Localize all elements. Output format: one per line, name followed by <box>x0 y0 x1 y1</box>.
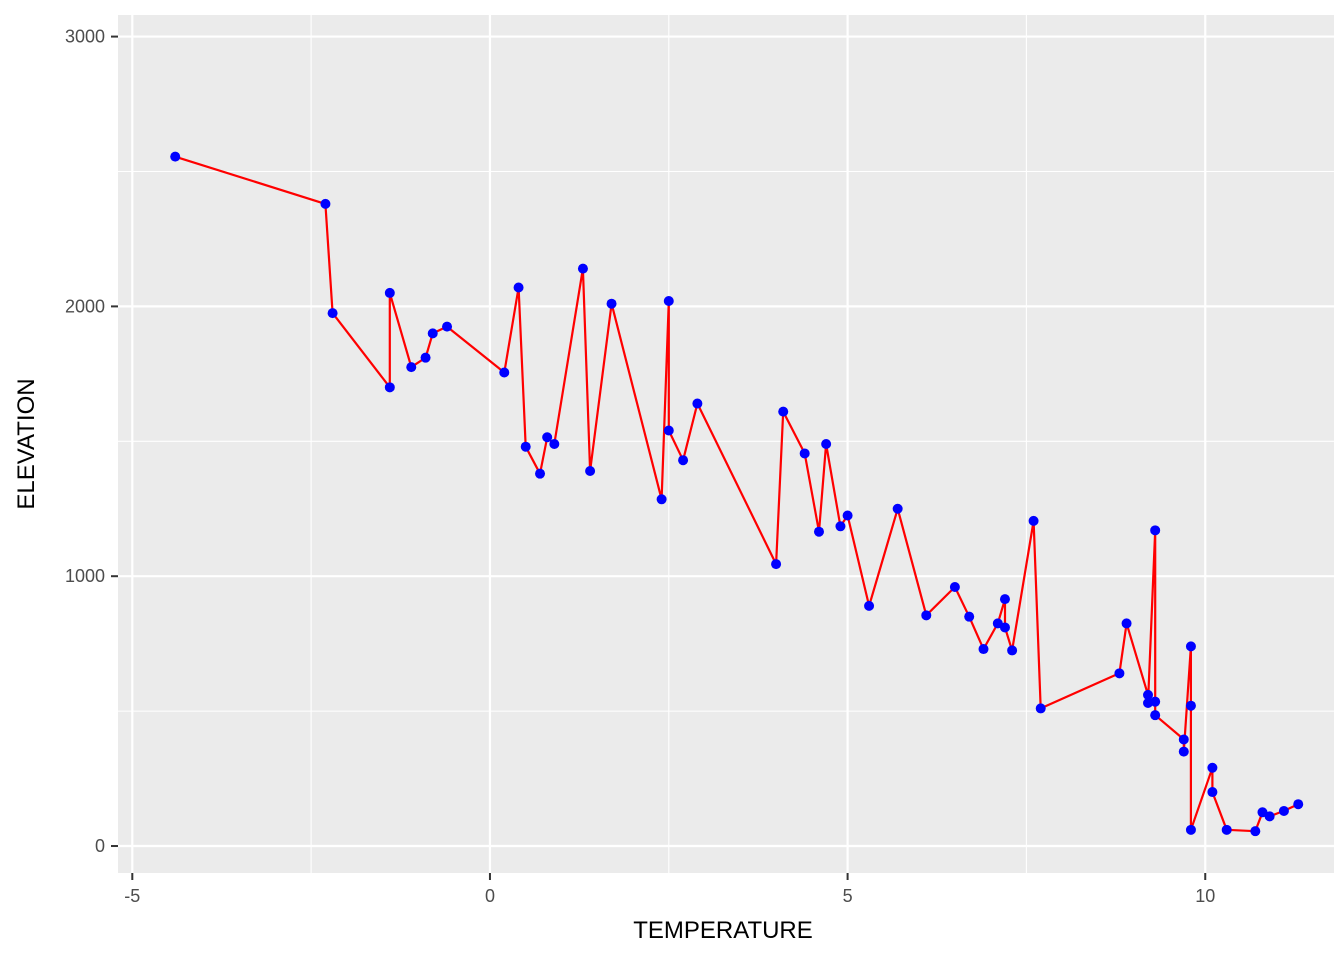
data-point <box>320 198 331 209</box>
data-point <box>656 494 667 505</box>
y-axis-title: ELEVATION <box>13 378 40 509</box>
grid-major <box>118 15 1334 873</box>
data-point <box>1028 515 1039 526</box>
data-point <box>964 611 975 622</box>
data-point <box>535 468 546 479</box>
data-point <box>864 600 875 611</box>
data-point <box>577 263 588 274</box>
series-line <box>174 155 1299 833</box>
data-point <box>949 582 960 592</box>
data-point <box>1150 710 1161 721</box>
data-point <box>821 439 832 449</box>
plot-panel <box>118 15 1334 873</box>
data-point <box>427 328 438 339</box>
data-point <box>1035 703 1046 714</box>
data-point <box>842 510 853 521</box>
data-point <box>406 362 417 373</box>
series-layer <box>170 151 1304 837</box>
data-point <box>1250 826 1261 837</box>
data-point <box>921 610 932 621</box>
data-point <box>442 321 453 332</box>
data-point <box>1121 618 1132 629</box>
data-point <box>692 398 703 409</box>
x-tick-label: 0 <box>485 886 495 906</box>
data-point <box>1143 689 1154 700</box>
data-point <box>585 465 596 476</box>
y-tick-label: 1000 <box>65 566 105 586</box>
y-axis: 0 1000 2000 3000 <box>65 27 118 856</box>
data-point <box>384 382 395 393</box>
data-point <box>1007 645 1018 656</box>
data-point <box>663 425 674 436</box>
data-point <box>892 503 903 514</box>
data-point <box>1185 824 1196 835</box>
x-axis-title: TEMPERATURE <box>633 917 813 944</box>
data-point <box>771 559 782 570</box>
data-point <box>1221 824 1232 835</box>
data-point <box>1114 668 1125 679</box>
data-point <box>170 151 181 162</box>
data-point <box>1150 525 1161 536</box>
data-point <box>520 441 531 452</box>
data-point <box>1264 811 1275 822</box>
data-point <box>327 308 338 319</box>
data-point <box>384 287 395 298</box>
x-tick-label: 5 <box>843 886 853 906</box>
data-point <box>1178 734 1189 745</box>
data-point <box>799 448 810 459</box>
data-point <box>813 526 824 537</box>
data-point <box>778 406 789 417</box>
data-point <box>513 282 524 293</box>
y-tick-label: 3000 <box>65 27 105 47</box>
data-point <box>1278 805 1289 816</box>
data-point <box>606 298 617 309</box>
data-point <box>999 594 1010 605</box>
data-point <box>1293 799 1304 810</box>
data-point <box>1185 641 1196 652</box>
data-point <box>999 622 1010 633</box>
data-point <box>549 439 560 449</box>
data-point <box>1207 762 1218 773</box>
data-point <box>663 296 674 306</box>
grid-minor <box>118 15 1334 873</box>
data-point <box>420 352 431 363</box>
data-point <box>978 644 989 655</box>
y-tick-label: 2000 <box>65 296 105 316</box>
x-tick-label: -5 <box>124 886 140 906</box>
data-point <box>542 432 553 443</box>
data-point <box>1207 787 1218 798</box>
y-tick-label: 0 <box>95 836 105 856</box>
data-point <box>1150 696 1161 707</box>
data-point <box>1185 700 1196 711</box>
x-tick-label: 10 <box>1195 886 1215 906</box>
data-point <box>499 367 510 378</box>
data-point <box>1178 746 1189 757</box>
x-axis: -5 0 5 10 <box>124 873 1215 906</box>
data-point <box>678 455 689 466</box>
data-point <box>835 521 846 532</box>
